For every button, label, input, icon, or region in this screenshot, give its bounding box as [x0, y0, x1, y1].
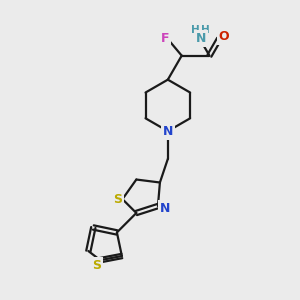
Text: N: N: [163, 125, 173, 138]
Text: S: S: [113, 193, 122, 206]
Text: F: F: [161, 32, 170, 45]
Text: S: S: [92, 259, 101, 272]
Text: H: H: [201, 25, 210, 35]
Text: O: O: [219, 30, 230, 43]
Text: N: N: [160, 202, 170, 214]
Text: H: H: [191, 25, 200, 35]
Text: N: N: [195, 32, 206, 45]
